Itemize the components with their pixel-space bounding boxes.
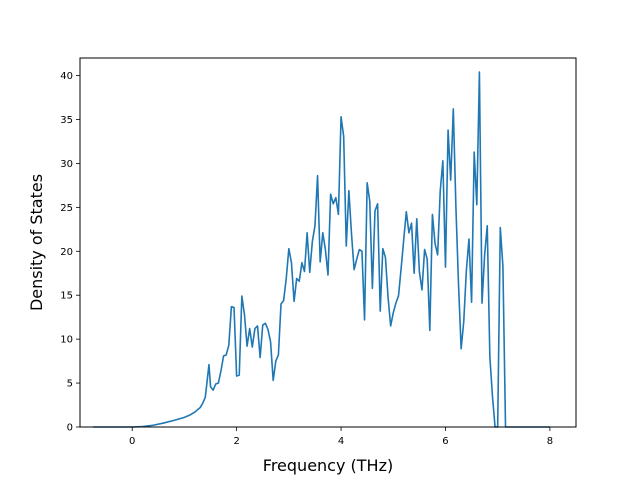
y-tick-label: 25 bbox=[60, 203, 73, 214]
y-tick-label: 20 bbox=[60, 247, 73, 258]
x-tick-label: 8 bbox=[547, 436, 553, 447]
y-axis-title: Density of States bbox=[27, 174, 46, 311]
y-tick-label: 10 bbox=[60, 335, 73, 346]
x-tick-label: 4 bbox=[338, 436, 344, 447]
x-tick-label: 0 bbox=[129, 436, 135, 447]
dos-line-series-0 bbox=[93, 71, 550, 428]
y-tick-label: 15 bbox=[60, 291, 73, 302]
y-tick-label: 5 bbox=[67, 379, 73, 390]
y-tick-label: 0 bbox=[67, 423, 73, 434]
x-tick-label: 2 bbox=[233, 436, 239, 447]
axes-frame bbox=[79, 57, 577, 428]
y-tick-label: 35 bbox=[60, 115, 73, 126]
plot-area bbox=[79, 57, 577, 428]
x-axis-ticks: 0 2 4 6 8 bbox=[129, 427, 553, 447]
series-layer bbox=[93, 71, 550, 428]
y-axis-ticks: 0 5 10 15 20 25 30 35 40 bbox=[60, 71, 80, 434]
y-tick-label: 30 bbox=[60, 159, 73, 170]
x-axis-title: Frequency (THz) bbox=[263, 456, 393, 475]
y-tick-label: 40 bbox=[60, 71, 73, 82]
x-tick-label: 6 bbox=[442, 436, 448, 447]
